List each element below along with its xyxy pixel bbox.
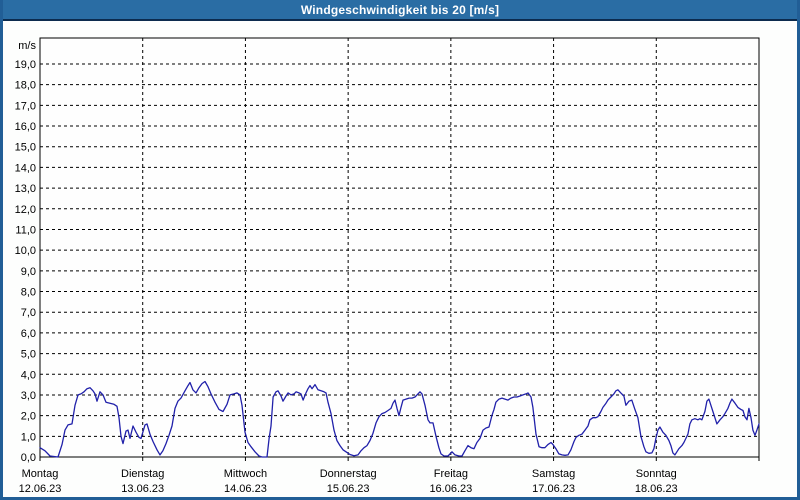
y-tick-label: 4,0 [21, 369, 36, 381]
x-date-label: 18.06.23 [635, 483, 678, 494]
y-tick-label: 15,0 [15, 142, 36, 154]
plot-border [39, 37, 760, 458]
x-day-label: Freitag [434, 468, 468, 480]
x-date-label: 17.06.23 [532, 483, 575, 494]
y-tick-label: 17,0 [15, 100, 36, 112]
y-tick-label: 1,0 [21, 431, 36, 443]
x-day-label: Montag [22, 468, 59, 480]
x-date-label: 13.06.23 [121, 483, 164, 494]
x-date-label: 15.06.23 [327, 483, 370, 494]
y-tick-label: 16,0 [15, 121, 36, 133]
y-axis-unit-label: m/s [18, 40, 36, 52]
plot-area [40, 38, 759, 457]
y-tick-label: 9,0 [21, 266, 36, 278]
y-tick-label: 19,0 [15, 59, 36, 71]
x-day-label: Dienstag [121, 468, 164, 480]
y-tick-label: 11,0 [15, 224, 36, 236]
y-tick-label: 13,0 [15, 183, 36, 195]
x-day-label: Mittwoch [224, 468, 267, 480]
y-tick-label: 12,0 [15, 204, 36, 216]
x-date-label: 12.06.23 [19, 483, 62, 494]
chart-svg: m/s 0,0 1,0 2,0 3,0 4,0 5,0 6,0 7,0 8,0 9,0 10,0 11,… [15, 37, 760, 494]
x-day-label: Donnerstag [320, 468, 377, 480]
y-tick-label: 6,0 [21, 328, 36, 340]
y-tick-label: 3,0 [21, 390, 36, 402]
y-tick-label: 5,0 [21, 349, 36, 361]
y-tick-label: 18,0 [15, 80, 36, 92]
title-bar: Windgeschwindigkeit bis 20 [m/s] [3, 0, 797, 21]
x-day-label: Sonntag [636, 468, 677, 480]
y-tick-label: 2,0 [21, 411, 36, 423]
y-tick-label: 7,0 [21, 307, 36, 319]
y-tick-label: 0,0 [21, 452, 36, 464]
x-date-label: 16.06.23 [429, 483, 472, 494]
wind-speed-line [39, 380, 760, 458]
y-tick-label: 14,0 [15, 162, 36, 174]
x-date-label: 14.06.23 [224, 483, 267, 494]
x-day-label: Samstag [532, 468, 575, 480]
page-title: Windgeschwindigkeit bis 20 [m/s] [300, 2, 500, 17]
y-tick-label: 8,0 [21, 287, 36, 299]
y-tick-label: 10,0 [15, 245, 36, 257]
